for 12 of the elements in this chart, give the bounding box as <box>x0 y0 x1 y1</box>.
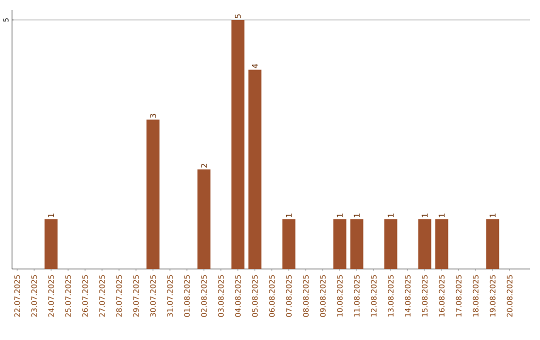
bar <box>333 219 346 269</box>
bar <box>435 219 448 269</box>
bar <box>282 219 296 269</box>
bar <box>44 219 58 269</box>
bar <box>248 70 262 269</box>
bar <box>197 169 210 269</box>
bar <box>146 120 160 269</box>
bar <box>350 219 364 269</box>
bar <box>486 219 500 269</box>
bar <box>384 219 398 269</box>
bar <box>418 219 432 269</box>
bar <box>231 20 244 269</box>
